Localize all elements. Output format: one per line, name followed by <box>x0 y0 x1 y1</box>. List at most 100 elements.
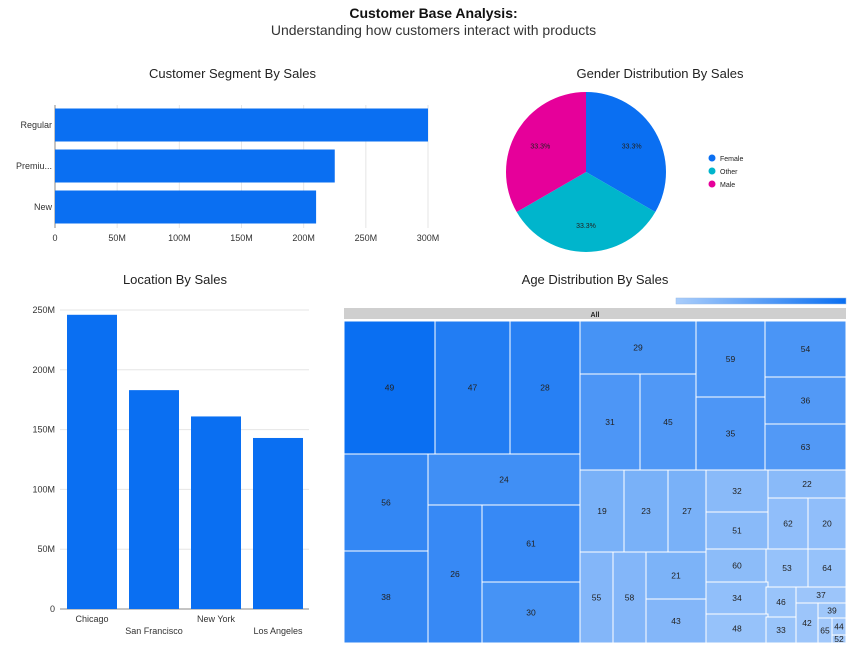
treemap-cell-label: 54 <box>801 344 811 354</box>
x-tick-label: 250M <box>355 233 378 243</box>
treemap-cell <box>579 373 641 471</box>
treemap-cell-label: 21 <box>671 571 681 581</box>
x-tick-label: 200M <box>292 233 315 243</box>
treemap-cell-label: 60 <box>732 561 742 571</box>
treemap-cell <box>343 453 429 552</box>
treemap-cell-label: 33 <box>776 625 786 635</box>
treemap-cell-label: 23 <box>641 506 651 516</box>
location-category-label: Los Angeles <box>253 626 303 636</box>
location-bar <box>191 416 241 609</box>
treemap-cell-label: 44 <box>834 622 844 632</box>
legend-marker <box>708 180 716 188</box>
treemap-cell-label: 27 <box>682 506 692 516</box>
treemap-cell <box>705 581 769 615</box>
pie-slice <box>586 92 666 212</box>
x-tick-label: 0 <box>52 233 57 243</box>
location-category-label: New York <box>197 614 236 624</box>
treemap-root-header <box>344 308 846 319</box>
treemap-cell <box>705 511 769 550</box>
location-bar <box>253 437 303 609</box>
pie-slice <box>516 172 656 253</box>
treemap-cell <box>765 586 797 618</box>
treemap-cell-label: 30 <box>526 608 536 618</box>
treemap-cell-label: 45 <box>663 417 673 427</box>
segment-chart-title: Customer Segment By Sales <box>149 66 316 81</box>
treemap-cell-label: 52 <box>834 634 844 644</box>
treemap-cell-label: 46 <box>776 597 786 607</box>
treemap-cell-label: 55 <box>592 593 602 603</box>
treemap-cell-label: 24 <box>499 475 509 485</box>
treemap-cell <box>427 453 581 506</box>
treemap-cell-label: 28 <box>540 383 550 393</box>
treemap-cell-label: 43 <box>671 616 681 626</box>
treemap-cell <box>705 613 769 644</box>
pie-data-label: 33.3% <box>622 144 642 151</box>
treemap-cell-label: 65 <box>820 626 830 636</box>
treemap-cell-label: 53 <box>782 563 792 573</box>
segment-category-label: Premiu... <box>16 161 52 171</box>
treemap-cell <box>343 550 429 644</box>
treemap-cell-label: 59 <box>726 354 736 364</box>
location-chart-title: Location By Sales <box>122 272 228 287</box>
legend-label: Female <box>720 156 743 163</box>
location-category-label: San Francisco <box>125 626 183 636</box>
y-tick-label: 0 <box>50 604 55 614</box>
y-tick-label: 250M <box>32 305 55 315</box>
treemap-cell <box>767 469 847 499</box>
location-bar <box>67 314 117 609</box>
pie-data-label: 33.3% <box>576 223 596 230</box>
gender-chart-title: Gender Distribution By Sales <box>576 66 744 81</box>
treemap-cell <box>831 634 847 644</box>
treemap-cell-label: 38 <box>381 592 391 602</box>
y-tick-label: 100M <box>32 484 55 494</box>
treemap-cell <box>427 504 483 644</box>
treemap-cell <box>764 320 847 378</box>
treemap-cell-label: 51 <box>732 526 742 536</box>
treemap-cell-label: 26 <box>450 569 460 579</box>
treemap-cell-label: 61 <box>526 539 536 549</box>
treemap-cell-label: 47 <box>468 383 478 393</box>
y-tick-label: 150M <box>32 425 55 435</box>
legend-marker <box>708 167 716 175</box>
y-tick-label: 200M <box>32 365 55 375</box>
treemap-cell-label: 64 <box>822 563 832 573</box>
segment-bar <box>55 149 335 183</box>
location-category-label: Chicago <box>75 614 108 624</box>
treemap-cell-label: 62 <box>783 519 793 529</box>
legend-label: Other <box>720 169 738 176</box>
treemap-color-legend <box>675 297 847 305</box>
legend-label: Male <box>720 182 735 189</box>
treemap-cell <box>807 497 847 550</box>
segment-bar <box>55 108 428 142</box>
treemap-cell <box>612 551 647 644</box>
x-tick-label: 50M <box>108 233 126 243</box>
legend-marker <box>708 154 716 162</box>
treemap-cell <box>481 504 581 583</box>
treemap-cell-label: 29 <box>633 343 643 353</box>
treemap-cell <box>623 469 669 553</box>
treemap-cell-label: 36 <box>801 396 811 406</box>
treemap-cell <box>509 320 581 455</box>
treemap-cell <box>639 373 697 471</box>
segment-category-label: New <box>34 202 53 212</box>
treemap-cell-label: 37 <box>816 590 826 600</box>
x-tick-label: 100M <box>168 233 191 243</box>
treemap-cell-label: 48 <box>732 624 742 634</box>
treemap-cell-label: 34 <box>732 593 742 603</box>
pie-slice <box>505 92 586 212</box>
treemap-cell-label: 31 <box>605 417 615 427</box>
treemap-cell-label: 58 <box>625 593 635 603</box>
treemap-cell-label: 20 <box>822 519 832 529</box>
dashboard-subtitle: Understanding how customers interact wit… <box>270 22 597 38</box>
treemap-cell-label: 42 <box>802 618 812 628</box>
age-chart-title: Age Distribution By Sales <box>521 272 669 287</box>
treemap-cell-label: 35 <box>726 429 736 439</box>
treemap-cell-label: 19 <box>597 506 607 516</box>
dashboard-title: Customer Base Analysis: <box>349 5 518 21</box>
treemap-cell-label: 49 <box>385 383 395 393</box>
treemap-cell <box>695 320 766 398</box>
treemap-cell-label: 63 <box>801 442 811 452</box>
pie-data-label: 33.3% <box>530 144 550 151</box>
segment-bar <box>55 190 317 224</box>
